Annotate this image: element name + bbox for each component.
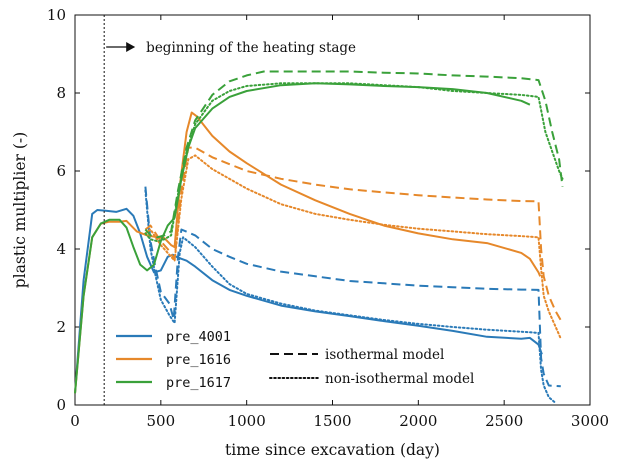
x-tick-label: 2000 xyxy=(399,412,437,430)
series-pre-4001-isothermal xyxy=(144,186,561,388)
x-tick-label: 1500 xyxy=(313,412,351,430)
plot-area: 0 500 1000 1500 2000 2500 3000 0 2 4 6 8 10 beginnin… xyxy=(47,6,609,430)
series-pre-1617-measured xyxy=(74,82,531,394)
heating-annotation: beginning of the heating stage xyxy=(106,40,356,56)
y-tick-label: 2 xyxy=(56,318,66,336)
legend-label-dashed: isothermal model xyxy=(325,347,444,363)
x-tick-label: 0 xyxy=(70,412,80,430)
x-axis-label: time since excavation (day) xyxy=(225,441,440,459)
y-tick-label: 8 xyxy=(56,84,66,102)
y-tick-label: 10 xyxy=(47,6,66,24)
y-tick-label: 4 xyxy=(56,240,66,258)
series-layer xyxy=(74,70,564,405)
y-tick-label: 6 xyxy=(56,162,66,180)
x-tick-label: 3000 xyxy=(571,412,609,430)
series-pre-1617-non-isothermal xyxy=(144,82,564,243)
legend-label-dotted: non-isothermal model xyxy=(325,371,474,387)
series-pre-4001-non-isothermal xyxy=(144,189,557,405)
y-axis-label: plastic multiplier (-) xyxy=(11,132,29,288)
y-tick-label: 0 xyxy=(56,396,66,414)
legend-series: pre_4001 pre_1616 pre_1617 xyxy=(116,329,231,391)
annotation-arrowhead xyxy=(126,42,136,52)
axis-ticks: 0 500 1000 1500 2000 2500 3000 0 2 4 6 8 10 xyxy=(47,6,609,430)
x-tick-label: 1000 xyxy=(228,412,266,430)
series-pre-4001-measured xyxy=(74,207,543,394)
legend-label-pre-1616: pre_1616 xyxy=(166,352,231,368)
legend-label-pre-1617: pre_1617 xyxy=(166,375,231,391)
series-pre-1616-measured xyxy=(74,111,542,394)
series-pre-1616-non-isothermal xyxy=(144,154,562,340)
series-pre-1616-isothermal xyxy=(144,146,564,324)
x-tick-label: 2500 xyxy=(485,412,523,430)
legend-label-pre-4001: pre_4001 xyxy=(166,329,231,345)
legend-models: isothermal model non-isothermal model xyxy=(269,347,474,387)
x-tick-label: 500 xyxy=(147,412,176,430)
annotation-text: beginning of the heating stage xyxy=(146,40,356,56)
